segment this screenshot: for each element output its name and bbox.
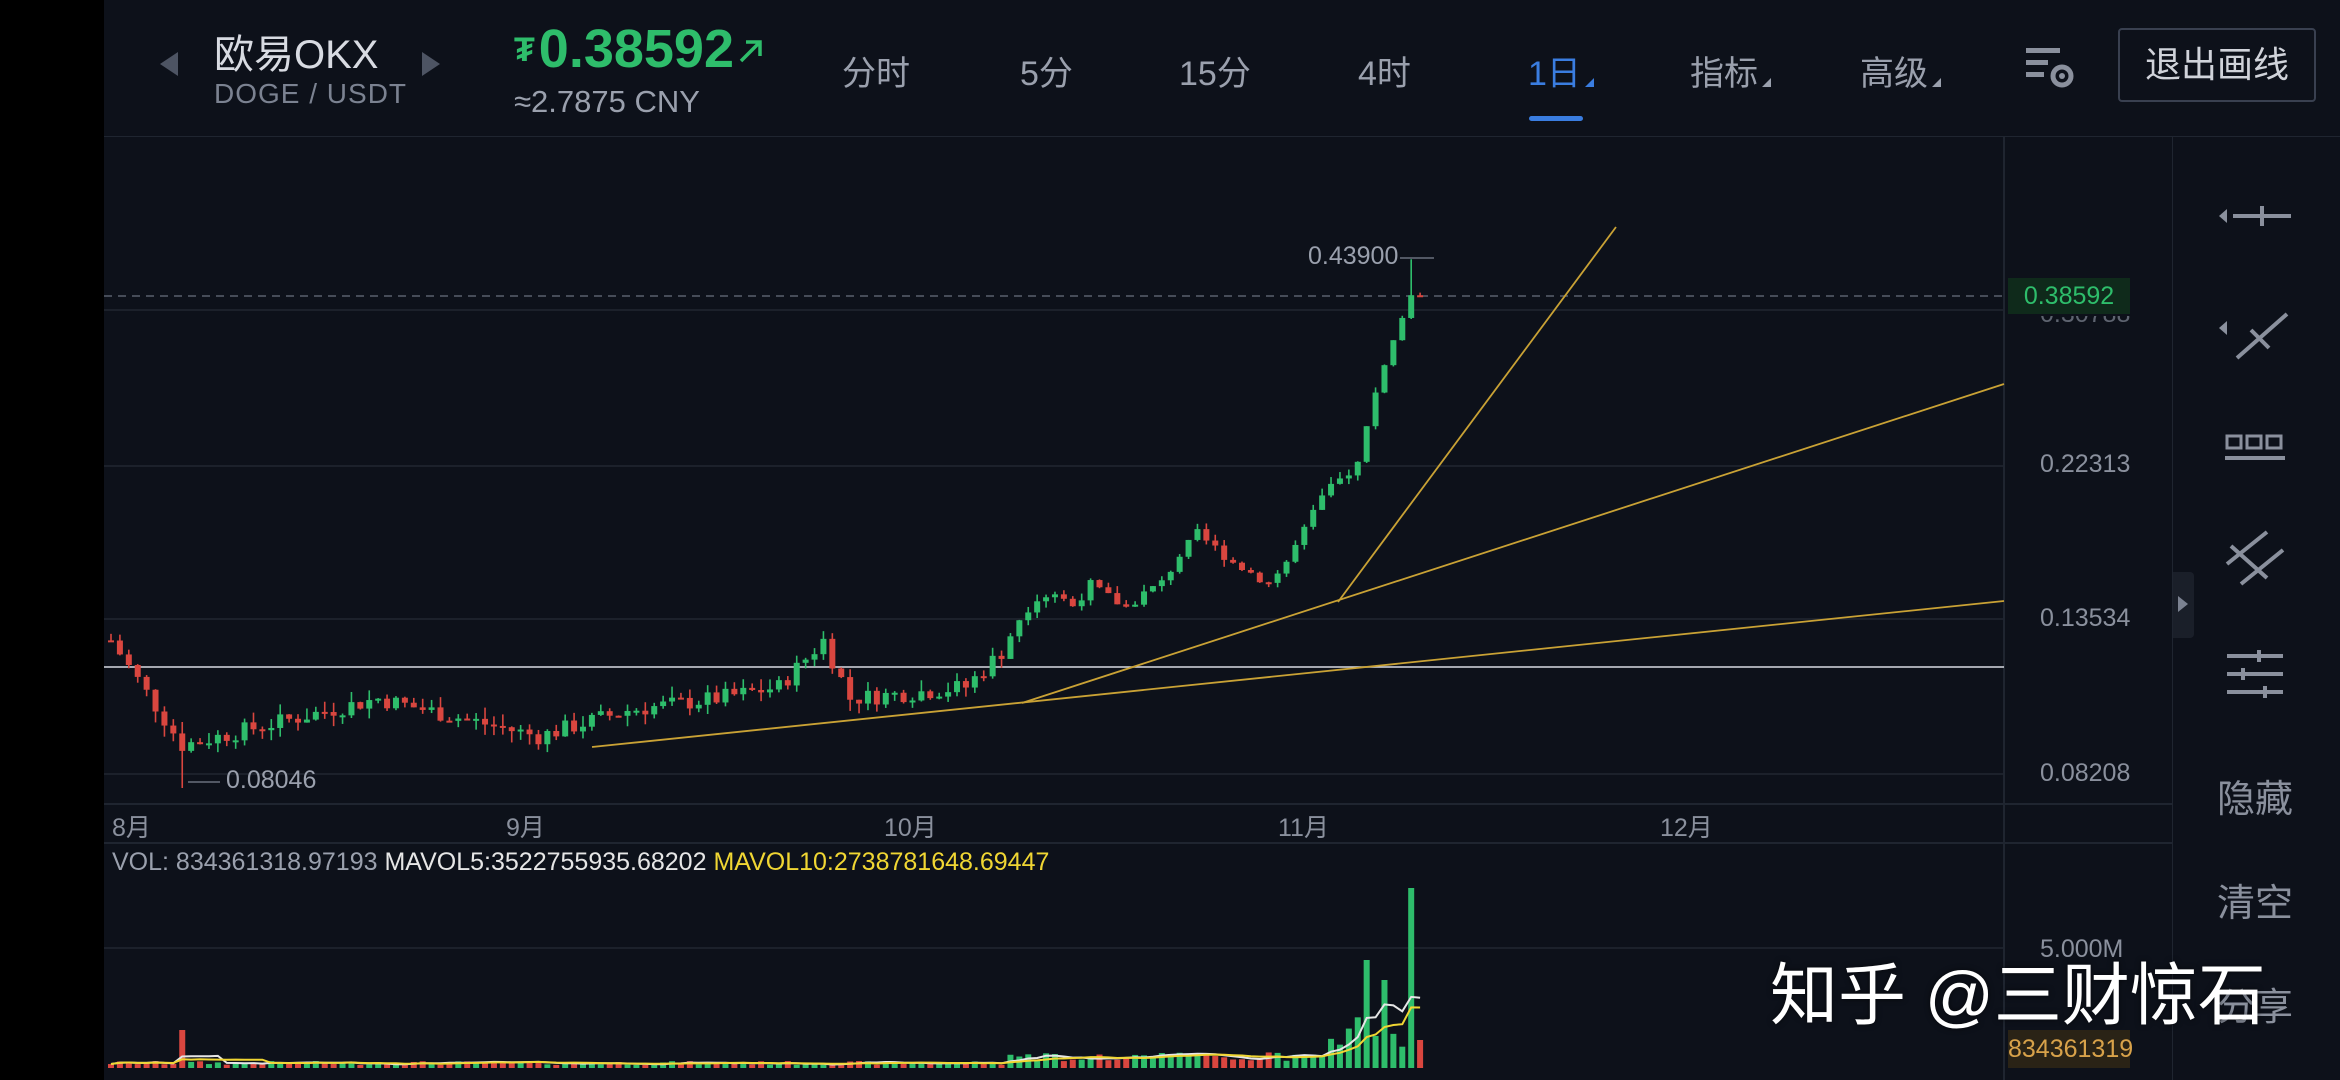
volume-axis-label: 5.000M bbox=[2040, 935, 2124, 963]
volume-legend: VOL: 834361318.97193 MAVOL5:3522755935.6… bbox=[112, 848, 1049, 877]
dropdown-corner-icon bbox=[1762, 78, 1771, 87]
hide-drawings-button[interactable]: 隐藏 bbox=[2217, 779, 2294, 821]
y-axis-label-2: 0.22313 bbox=[2040, 450, 2131, 478]
current-volume-tag: 834361319 bbox=[2008, 1030, 2133, 1068]
x-axis-label-oct: 10月 bbox=[884, 814, 937, 842]
x-axis-label-sep: 9月 bbox=[506, 814, 545, 842]
parallel-channel-tool-icon[interactable] bbox=[2223, 528, 2287, 588]
watermark-text: 知乎 @三财惊石 bbox=[1770, 958, 2266, 1034]
y-axis-label-1: 0.30788 bbox=[2040, 300, 2131, 328]
fibonacci-tool-icon[interactable] bbox=[2223, 648, 2287, 702]
trend-up-icon bbox=[739, 40, 762, 63]
last-price: ₮0.38592 bbox=[514, 18, 734, 80]
cny-price: ≈2.7875 CNY bbox=[514, 84, 700, 119]
mavol5-value: MAVOL5:3522755935.68202 bbox=[384, 848, 707, 876]
next-pair-button[interactable] bbox=[422, 52, 440, 76]
currency-symbol: ₮ bbox=[514, 31, 535, 69]
drawing-toolbar: 隐藏 清空 分享 bbox=[2172, 136, 2340, 1080]
mavol10-value: MAVOL10:2738781648.69447 bbox=[713, 848, 1050, 876]
tab-time-share[interactable]: 分时 bbox=[842, 55, 910, 93]
tab-advanced-label: 高级 bbox=[1860, 55, 1928, 93]
grid-lines bbox=[104, 136, 2172, 1080]
trend-line-tool-icon[interactable] bbox=[2217, 308, 2293, 364]
y-axis-label-3: 0.13534 bbox=[2040, 604, 2131, 632]
trading-pair: DOGE / USDT bbox=[214, 78, 408, 109]
high-price-label: 0.43900 bbox=[1308, 242, 1399, 270]
price-value: 0.38592 bbox=[538, 19, 734, 79]
horizontal-line-tool-icon[interactable] bbox=[2217, 196, 2293, 236]
x-axis-label-aug: 8月 bbox=[112, 814, 151, 842]
active-tab-indicator bbox=[1529, 116, 1583, 121]
dropdown-corner-icon bbox=[1584, 78, 1594, 87]
prev-pair-button[interactable] bbox=[160, 52, 178, 76]
chart-settings-icon[interactable] bbox=[2024, 44, 2076, 90]
tab-4h[interactable]: 4时 bbox=[1358, 55, 1411, 93]
y-axis-label-4: 0.08208 bbox=[2040, 759, 2131, 787]
dropdown-corner-icon bbox=[1932, 78, 1941, 87]
trend-lines[interactable] bbox=[591, 226, 2005, 748]
clear-drawings-button[interactable]: 清空 bbox=[2217, 883, 2294, 925]
tab-15min[interactable]: 15分 bbox=[1179, 55, 1251, 93]
exit-drawing-button[interactable]: 退出画线 bbox=[2118, 28, 2316, 102]
tab-5min[interactable]: 5分 bbox=[1020, 55, 1073, 93]
x-axis-label-dec: 12月 bbox=[1660, 814, 1713, 842]
exchange-name: 欧易OKX bbox=[214, 33, 379, 77]
kline-screen: 欧易OKX DOGE / USDT ₮0.38592 ≈2.7875 CNY 分… bbox=[104, 0, 2340, 1080]
tab-1d-label: 1日 bbox=[1528, 55, 1581, 93]
mavol10-line bbox=[110, 1006, 1421, 1065]
price-range-tool-icon[interactable] bbox=[2223, 428, 2287, 468]
low-price-label: 0.08046 bbox=[226, 766, 317, 794]
tab-advanced[interactable]: 高级 bbox=[1860, 46, 1941, 95]
volume-bars bbox=[108, 888, 1424, 1068]
header-bar: 欧易OKX DOGE / USDT ₮0.38592 ≈2.7875 CNY 分… bbox=[104, 0, 2340, 137]
vol-value: VOL: 834361318.97193 bbox=[112, 848, 378, 876]
collapse-toolbar-button[interactable] bbox=[2172, 572, 2194, 638]
share-button[interactable]: 分享 bbox=[2217, 987, 2294, 1029]
x-axis-label-nov: 11月 bbox=[1278, 814, 1329, 842]
tab-indicators-label: 指标 bbox=[1690, 55, 1758, 93]
candlesticks bbox=[108, 259, 1424, 789]
kline-chart[interactable] bbox=[104, 136, 2172, 1080]
current-price-tag: 0.38592 bbox=[2008, 278, 2130, 314]
tab-indicators[interactable]: 指标 bbox=[1690, 46, 1771, 95]
tab-1d[interactable]: 1日 bbox=[1528, 46, 1594, 95]
